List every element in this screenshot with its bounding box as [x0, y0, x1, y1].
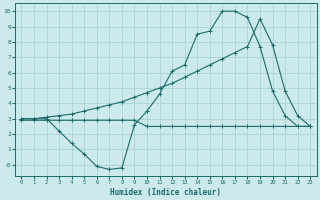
X-axis label: Humidex (Indice chaleur): Humidex (Indice chaleur)	[110, 188, 221, 197]
